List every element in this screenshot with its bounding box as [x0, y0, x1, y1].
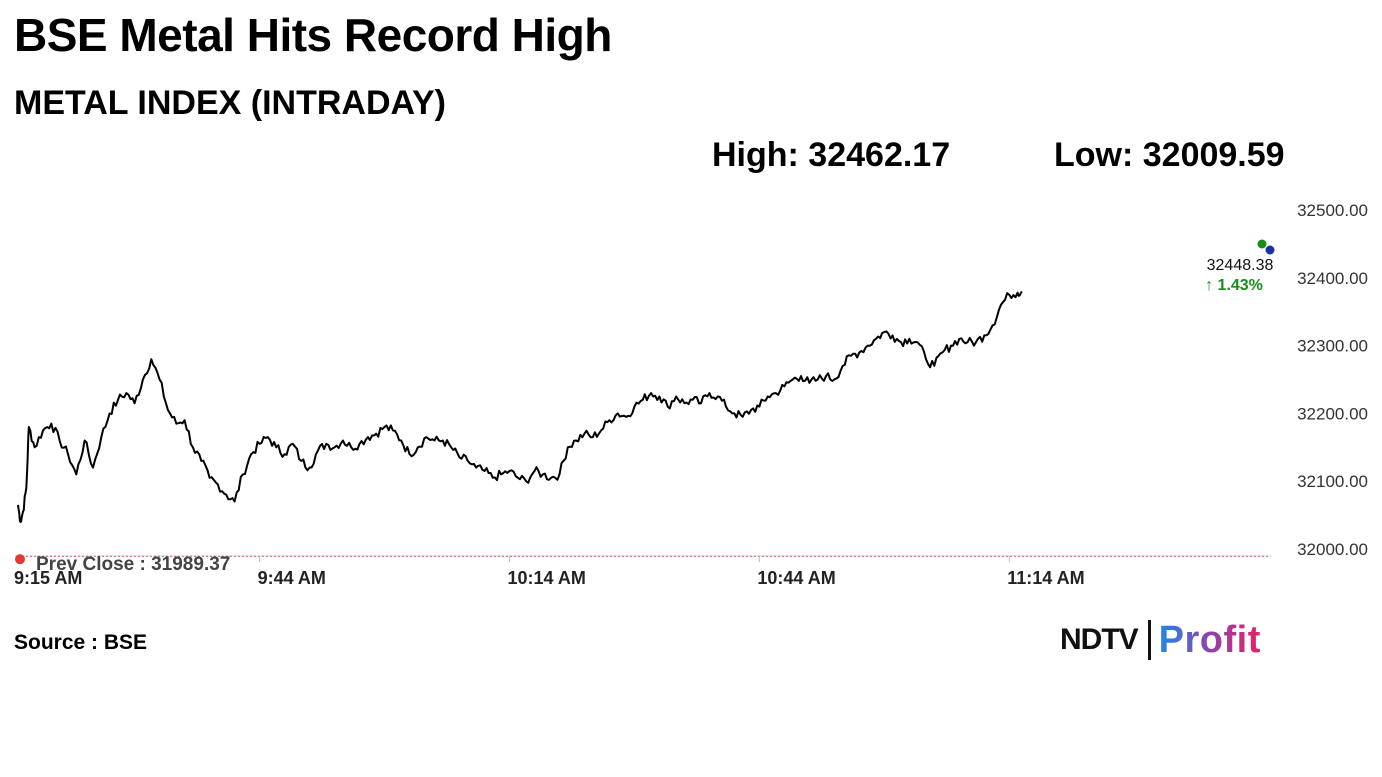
x-tick-label: 10:44 AM [757, 568, 835, 588]
end-marker-high [1257, 239, 1267, 249]
x-tick-label: 11:14 AM [1007, 568, 1084, 588]
change-label: ↑ 1.43% [1205, 277, 1263, 294]
x-tick-label: 9:15 AM [14, 568, 82, 588]
y-tick-label: 32500.00 [1297, 201, 1368, 220]
subheadline: METAL INDEX (INTRADAY) [14, 84, 446, 122]
last-value-label: 32448.38 [1207, 257, 1274, 274]
x-tick-label: 10:14 AM [507, 568, 585, 588]
y-tick-label: 32100.00 [1297, 472, 1368, 491]
source-note: Source : BSE [14, 631, 148, 654]
y-tick-label: 32200.00 [1297, 404, 1368, 423]
metal-index-chart: 32500.00 32400.00 32300.00 32200.00 32100.00… [14, 201, 1368, 588]
logo-brand: NDTV [1060, 623, 1139, 656]
y-tick-label: 32300.00 [1297, 337, 1368, 356]
y-tick-label: 32000.00 [1297, 540, 1368, 559]
headline: BSE Metal Hits Record High [14, 9, 612, 61]
end-marker-last [1265, 245, 1275, 255]
prev-close-label: Prev Close : 31989.37 [36, 554, 230, 575]
series-line [17, 290, 1023, 523]
ndtv-profit-logo: NDTV Profit [1060, 618, 1261, 662]
y-tick-label: 32400.00 [1297, 269, 1368, 288]
logo-separator [1147, 620, 1151, 660]
start-marker [15, 554, 25, 565]
logo-sub: Profit [1158, 618, 1261, 661]
low-stat: Low: 32009.59 [1054, 136, 1285, 174]
high-stat: High: 32462.17 [712, 136, 951, 174]
x-tick-label: 9:44 AM [258, 568, 326, 588]
